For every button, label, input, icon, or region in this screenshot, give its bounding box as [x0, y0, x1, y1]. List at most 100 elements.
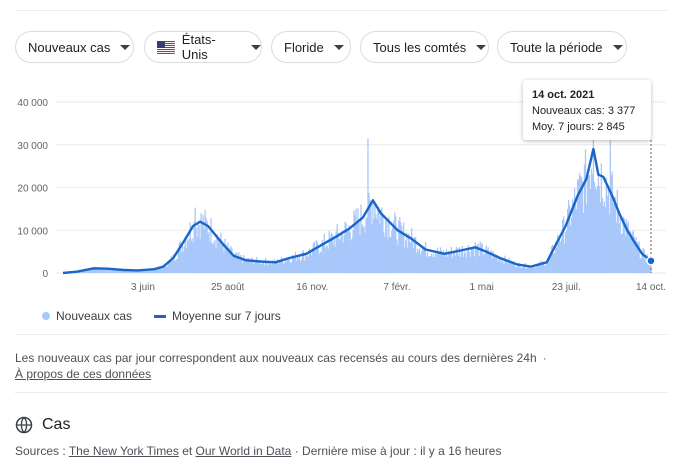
daily-case-bar	[167, 260, 169, 273]
daily-case-bar	[379, 223, 381, 273]
daily-case-bar	[162, 265, 165, 273]
daily-case-bar	[608, 214, 610, 273]
daily-case-bar	[425, 256, 428, 273]
daily-case-bar	[472, 246, 474, 273]
daily-case-bar	[198, 225, 200, 273]
daily-case-bar	[172, 254, 174, 273]
legend-line-label: Moyenne sur 7 jours	[172, 309, 281, 323]
daily-case-bar	[261, 263, 263, 273]
source-link-owid[interactable]: Our World in Data	[195, 444, 292, 458]
filter-county-chip[interactable]: Tous les comtés	[360, 31, 489, 63]
chevron-down-icon	[120, 44, 131, 50]
daily-case-bar	[216, 234, 218, 273]
daily-case-bar	[536, 264, 538, 273]
daily-case-bar	[415, 252, 418, 273]
daily-case-bar	[295, 260, 298, 273]
daily-case-bar	[622, 216, 624, 273]
daily-case-bar	[265, 258, 267, 273]
daily-case-bar	[108, 268, 110, 273]
daily-case-bar	[436, 247, 439, 273]
tooltip-new-cases: Nouveaux cas: 3 377	[532, 105, 636, 117]
daily-case-bar	[344, 221, 346, 273]
daily-case-bar	[467, 245, 469, 273]
daily-case-bar	[83, 271, 85, 273]
daily-case-bar	[473, 256, 475, 273]
daily-case-bar	[185, 248, 187, 273]
daily-case-bar	[643, 249, 645, 273]
daily-case-bar	[423, 248, 426, 273]
daily-case-bar	[579, 176, 582, 273]
daily-case-bar	[214, 239, 216, 273]
source-link-nyt[interactable]: The New York Times	[68, 444, 179, 458]
daily-case-bar	[582, 212, 585, 273]
filter-country-chip[interactable]: États-Unis	[144, 31, 262, 63]
daily-case-bar	[272, 263, 275, 273]
daily-case-bar	[354, 215, 356, 273]
daily-case-bar	[500, 262, 502, 273]
daily-case-bar	[240, 255, 242, 273]
daily-case-bar	[311, 248, 314, 273]
daily-case-bar	[592, 102, 595, 273]
daily-case-bar	[505, 259, 507, 273]
daily-case-bar	[479, 241, 481, 273]
filter-region-chip[interactable]: Floride	[271, 31, 351, 63]
daily-case-bar	[100, 269, 102, 273]
daily-case-bar	[407, 247, 409, 273]
daily-case-bar	[521, 267, 523, 273]
daily-case-bar	[159, 267, 162, 273]
daily-case-bar	[221, 242, 223, 273]
daily-case-bar	[300, 259, 303, 273]
daily-case-bar	[180, 252, 182, 273]
daily-case-bar	[445, 249, 448, 273]
daily-case-bar	[120, 269, 122, 273]
daily-case-bar	[409, 240, 411, 273]
daily-case-bar	[200, 213, 202, 273]
daily-case-bar	[290, 262, 293, 273]
daily-case-bar	[451, 257, 454, 273]
daily-case-bar	[326, 245, 328, 273]
daily-case-bar	[315, 240, 317, 273]
y-tick-label: 20 000	[17, 184, 48, 195]
daily-case-bar	[254, 262, 256, 273]
daily-case-bar	[612, 203, 614, 273]
daily-case-bar	[336, 224, 338, 273]
daily-case-bar	[613, 200, 615, 273]
daily-case-bar	[343, 234, 345, 273]
daily-case-bar	[534, 265, 536, 273]
daily-case-bar	[403, 222, 405, 273]
daily-case-bar	[525, 268, 527, 273]
daily-case-bar	[429, 256, 432, 273]
about-data-link[interactable]: À propos de ces données	[15, 367, 152, 381]
sources-line: Sources : The New York Times et Our Worl…	[15, 444, 501, 458]
daily-case-bar	[641, 251, 643, 273]
daily-case-bar	[489, 255, 491, 273]
daily-case-bar	[454, 255, 457, 273]
cases-chart[interactable]: 40 000 30 000 20 000 10 000 0 3 juin 25 août 16…	[0, 80, 685, 300]
daily-case-bar	[578, 173, 581, 273]
daily-case-bar	[118, 270, 120, 273]
daily-case-bar	[416, 248, 419, 273]
daily-case-bar	[288, 259, 291, 273]
daily-case-bar	[603, 201, 606, 273]
daily-case-bar	[639, 258, 641, 273]
daily-case-bar	[203, 229, 205, 273]
chart-svg[interactable]: 40 000 30 000 20 000 10 000 0 3 juin 25 août 16…	[0, 80, 685, 300]
filter-period-chip[interactable]: Toute la période	[497, 31, 627, 63]
daily-case-bar	[334, 246, 336, 273]
x-tick-label: 23 juil.	[552, 282, 581, 293]
tooltip-average-label: Moy. 7 jours	[532, 121, 592, 133]
daily-case-bar	[482, 254, 484, 273]
daily-case-bar	[630, 234, 632, 273]
daily-case-bar	[98, 268, 100, 273]
daily-case-bar	[235, 253, 237, 273]
daily-case-bar	[556, 247, 558, 273]
daily-case-bar	[369, 200, 371, 273]
daily-case-bar	[318, 254, 320, 273]
daily-case-bar	[227, 242, 229, 273]
filter-metric-chip[interactable]: Nouveaux cas	[15, 31, 134, 63]
daily-case-bar	[438, 252, 441, 273]
daily-case-bar	[360, 204, 362, 273]
daily-case-bar	[82, 271, 84, 273]
daily-case-bar	[587, 174, 590, 273]
daily-case-bar	[259, 260, 261, 273]
